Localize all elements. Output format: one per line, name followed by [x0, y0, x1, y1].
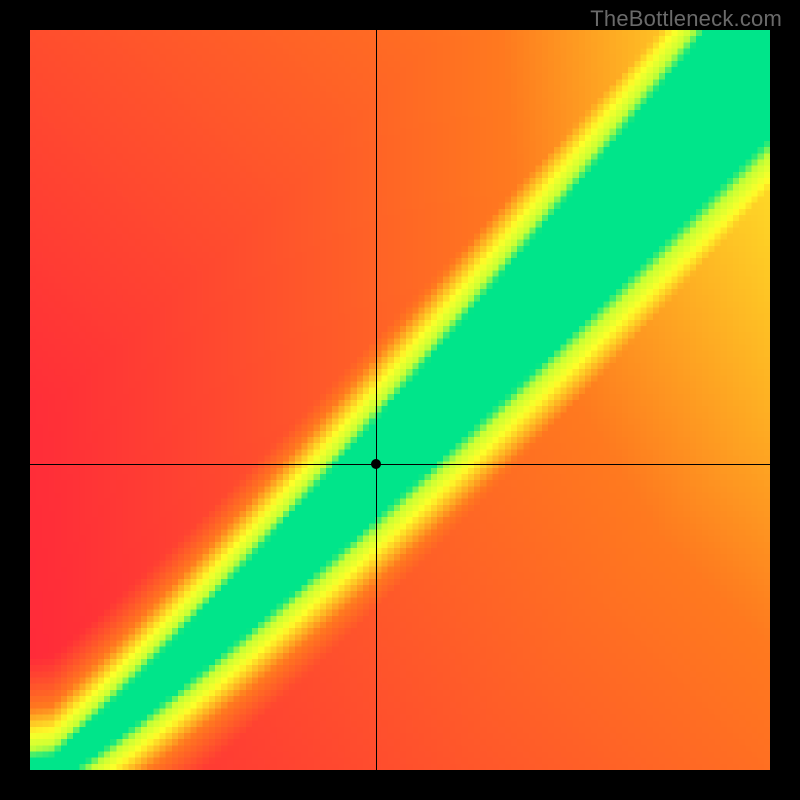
crosshair-vertical — [376, 30, 377, 770]
crosshair-horizontal — [30, 464, 770, 465]
watermark-text: TheBottleneck.com — [590, 6, 782, 32]
heatmap-canvas — [30, 30, 770, 770]
bottleneck-marker-dot — [371, 459, 381, 469]
heatmap-plot-area — [30, 30, 770, 770]
